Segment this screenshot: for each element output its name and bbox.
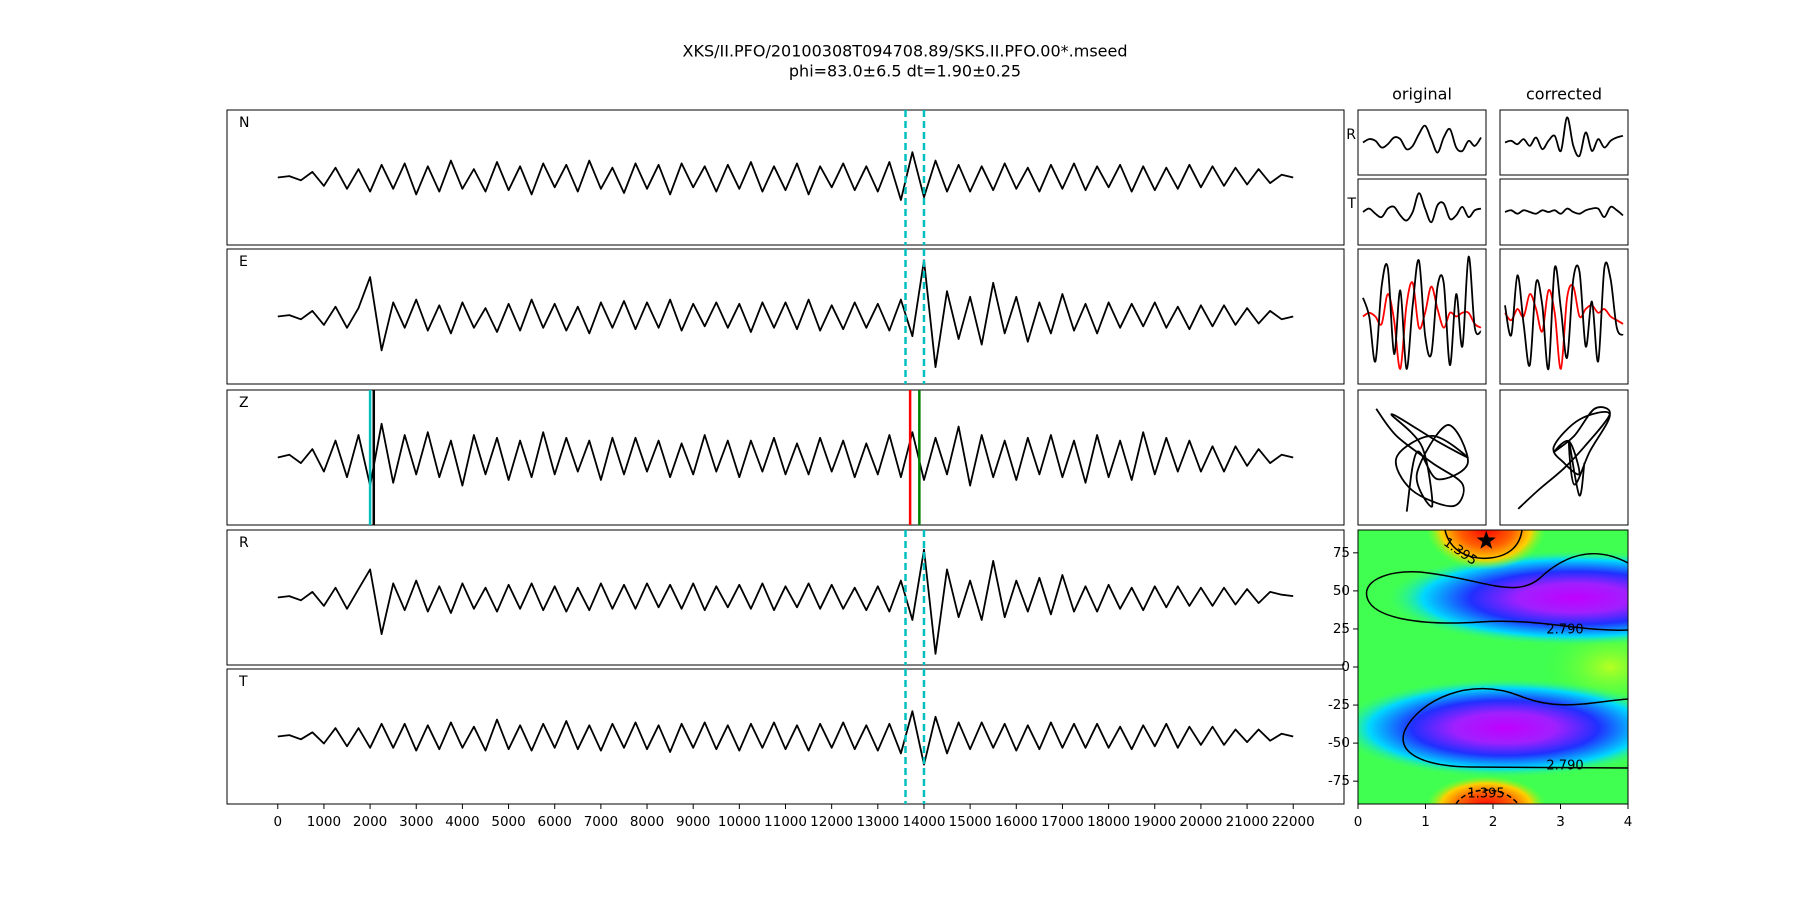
x-tick-label: 1 [1421, 814, 1430, 830]
contour [1444, 530, 1523, 560]
x-tick-label: 18000 [1087, 814, 1130, 830]
subtitle: phi=83.0±6.5 dt=1.90±0.25 [789, 62, 1021, 81]
panel-frame [1499, 109, 1629, 176]
waveform [277, 548, 1294, 655]
contour-label: 1.395 [1467, 787, 1504, 802]
panel-frame [1357, 109, 1487, 176]
x-tick-label: 20000 [1179, 814, 1222, 830]
x-tick-label: 4000 [445, 814, 479, 830]
x-tick-label: 2000 [353, 814, 387, 830]
panel-frame [1357, 389, 1487, 526]
waveform [1362, 281, 1482, 370]
y-tick-label: 0 [1341, 659, 1350, 675]
waveform [1504, 116, 1624, 158]
x-tick-label: 16000 [995, 814, 1038, 830]
panel-frame [1499, 389, 1629, 526]
x-tick-label: 3 [1556, 814, 1565, 830]
panel-label: T [238, 674, 248, 690]
panel-frame [1499, 248, 1629, 385]
contour-label: 2.790 [1546, 759, 1583, 774]
x-tick-label: 5000 [491, 814, 525, 830]
y-tick-label: 75 [1333, 545, 1350, 561]
best-fit-star [1476, 530, 1496, 549]
panel-frame [1357, 248, 1487, 385]
contour-label: 2.790 [1546, 623, 1583, 638]
x-tick-label: 6000 [538, 814, 572, 830]
contour [1365, 553, 1628, 631]
heatmap-field [1358, 530, 1628, 804]
x-tick-label: 0 [273, 814, 282, 830]
panel-frame [226, 109, 1345, 246]
y-tick-label: 25 [1333, 621, 1350, 637]
x-tick-label: 3000 [399, 814, 433, 830]
waveform [1362, 192, 1482, 224]
panel-label: Z [239, 395, 249, 411]
x-tick-label: 17000 [1041, 814, 1084, 830]
panel-frame [1499, 178, 1629, 246]
x-tick-label: 12000 [810, 814, 853, 830]
column-title: original [1392, 85, 1452, 104]
x-tick-label: 11000 [764, 814, 807, 830]
x-tick-label: 2 [1489, 814, 1498, 830]
particle-motion [1375, 408, 1469, 512]
x-tick-label: 21000 [1226, 814, 1269, 830]
y-tick-label: -50 [1328, 735, 1350, 751]
waveform [1504, 261, 1624, 370]
x-tick-label: 7000 [584, 814, 618, 830]
x-tick-label: 15000 [949, 814, 992, 830]
y-tick-label: 50 [1333, 583, 1350, 599]
panel-frame [226, 248, 1345, 385]
panel-frame [1357, 178, 1487, 246]
particle-motion [1517, 406, 1611, 510]
component-label: T [1346, 196, 1356, 212]
title: XKS/II.PFO/20100308T094708.89/SKS.II.PFO… [683, 42, 1128, 61]
waveform [277, 151, 1294, 201]
panel-frame [226, 389, 1345, 526]
x-tick-label: 10000 [718, 814, 761, 830]
waveform [1362, 255, 1482, 370]
x-tick-label: 4 [1624, 814, 1633, 830]
x-tick-label: 9000 [676, 814, 710, 830]
column-title: corrected [1526, 85, 1602, 104]
x-tick-label: 13000 [856, 814, 899, 830]
x-tick-label: 14000 [902, 814, 945, 830]
x-tick-label: 1000 [307, 814, 341, 830]
panel-label: N [239, 115, 249, 131]
contour [1455, 789, 1519, 804]
x-tick-label: 8000 [630, 814, 664, 830]
waveform [1504, 284, 1624, 370]
x-tick-label: 22000 [1272, 814, 1315, 830]
panel-label: E [239, 254, 248, 270]
panel-frame [226, 668, 1345, 805]
y-tick-label: -25 [1328, 697, 1350, 713]
x-tick-label: 0 [1354, 814, 1363, 830]
x-tick-label: 19000 [1133, 814, 1176, 830]
contour [1402, 687, 1628, 769]
waveform [1504, 205, 1624, 218]
panel-frame [226, 529, 1345, 666]
component-label: R [1346, 127, 1356, 143]
waveform [277, 710, 1294, 766]
panel-label: R [239, 535, 249, 551]
waveform [1362, 124, 1482, 154]
waveform [277, 422, 1294, 487]
y-tick-label: -75 [1328, 773, 1350, 789]
waveform [277, 259, 1294, 368]
